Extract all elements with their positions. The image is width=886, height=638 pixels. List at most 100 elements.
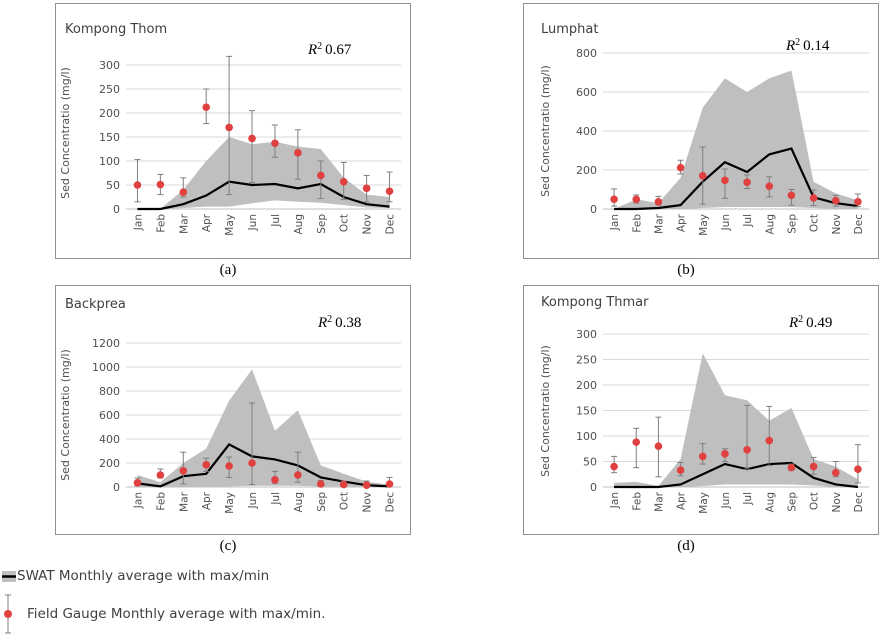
swat-average-line (614, 461, 859, 489)
panel-frame (55, 3, 411, 259)
field-average-point (385, 480, 394, 488)
field-average-point (765, 436, 774, 445)
x-tick-label: Jan (132, 492, 144, 509)
y-axis-label: Sed Concentratio (mg/l) (539, 65, 552, 197)
y-tick-label: 0 (590, 203, 597, 216)
panel-title: Kompong Thom (65, 22, 167, 37)
field-average-point (294, 471, 302, 479)
chart-panel-d: Kompong Thmar R2 0.49 0 50 100 150 200 250 300 S… (523, 285, 879, 535)
r-squared-label: R2 0.14 (785, 37, 830, 55)
y-tick-label: 300 (99, 59, 120, 72)
field-average-point (156, 180, 165, 189)
x-tick-label: Sep (316, 214, 328, 234)
field-average-point (248, 134, 256, 143)
plot-area: 0 200 400 600 800 1000 1200 Sed Concentratio (m… (59, 337, 401, 514)
x-tick-label: Jun (720, 214, 732, 231)
chart-svg-b: Lumphat R2 0.14 0 200 400 600 800 Sed Concentr… (523, 3, 879, 259)
panel-title: Lumphat (541, 22, 598, 37)
field-average-point (133, 181, 142, 189)
x-tick-label: Aug (764, 214, 776, 235)
y-tick-label: 600 (576, 86, 597, 99)
x-tick-label: Jun (720, 492, 732, 509)
x-tick-label: Aug (764, 492, 776, 513)
x-tick-label: Apr (201, 491, 213, 510)
swat-minmax-band (137, 137, 390, 209)
y-tick-label: 50 (583, 456, 597, 469)
field-average-point (743, 445, 751, 454)
field-average-point (610, 462, 618, 471)
x-tick-label: Jul (270, 214, 282, 228)
x-tick-label: May (224, 492, 236, 514)
swat-minmax-band (614, 70, 858, 209)
y-tick-label: 100 (99, 155, 120, 168)
field-average-point (225, 462, 233, 470)
y-tick-label: 200 (576, 164, 597, 177)
field-average-point (339, 177, 348, 186)
x-tick-label: Nov (362, 214, 374, 235)
x-tick-label: Jan (609, 492, 621, 509)
chart-legend: SWAT Monthly average with max/min Field … (0, 566, 400, 636)
x-tick-label: Sep (316, 492, 328, 512)
swat-average-line (137, 442, 390, 488)
chart-svg-a: Kompong Thom R2 0.67 0 50 100 150 200 250 300 Se… (55, 3, 411, 259)
r-squared-label: R2 0.49 (788, 314, 832, 332)
x-tick-label: Nov (362, 492, 374, 513)
field-average-point (271, 476, 279, 484)
chart-svg-c: Backprea R2 0.38 0 200 400 600 800 1000 1200 Sed… (55, 285, 411, 535)
y-tick-label: 250 (576, 354, 597, 367)
x-tick-label: Sep (786, 492, 798, 512)
field-average-point (721, 176, 729, 185)
y-tick-label: 150 (576, 405, 597, 418)
x-tick-label: Mar (653, 491, 665, 511)
x-tick-label: Mar (653, 213, 665, 233)
y-tick-label: 150 (99, 131, 120, 144)
y-tick-label: 200 (99, 457, 120, 470)
field-average-point (676, 163, 685, 172)
field-average-point (831, 196, 840, 205)
field-average-point (787, 463, 796, 472)
chart-panel-b: Lumphat R2 0.14 0 200 400 600 800 Sed Concentr… (523, 3, 879, 259)
field-average-point (294, 149, 302, 157)
x-tick-label: Sep (786, 214, 798, 234)
field-average-point (202, 103, 211, 112)
x-tick-label: Jun (247, 214, 259, 231)
field-average-point (854, 465, 862, 473)
x-tick-label: Oct (809, 492, 821, 510)
x-tick-label: Oct (339, 214, 351, 232)
x-tick-label: Nov (831, 214, 843, 235)
y-tick-label: 200 (576, 379, 597, 392)
field-average-point (809, 194, 818, 202)
y-tick-label: 1200 (92, 337, 120, 350)
y-tick-label: 600 (99, 409, 120, 422)
x-tick-label: Feb (631, 492, 643, 511)
y-tick-label: 800 (576, 47, 597, 60)
field-average-point (179, 467, 188, 475)
field-average-point (654, 197, 663, 206)
x-tick-label: Jun (247, 492, 259, 509)
x-tick-label: Jul (742, 214, 754, 228)
x-tick-label: Feb (155, 492, 167, 511)
plot-area: 0 50 100 150 200 250 300 Sed Concentratio (mg/l… (539, 328, 869, 514)
field-average-point (316, 480, 325, 488)
y-tick-label: 0 (590, 481, 597, 494)
x-tick-label: Feb (155, 214, 167, 233)
field-average-point (765, 182, 774, 190)
y-tick-label: 0 (113, 203, 120, 216)
plot-area: 0 200 400 600 800 Sed Concentratio (mg/l) Jan F… (539, 47, 869, 236)
x-tick-label: Dec (385, 492, 397, 513)
x-tick-label: Mar (178, 213, 190, 233)
field-average-point (676, 466, 685, 474)
legend-swat-label: SWAT Monthly average with max/min (17, 568, 270, 584)
x-tick-label: Oct (339, 492, 351, 510)
field-average-point (362, 481, 371, 489)
caption-a: (a) (219, 262, 237, 278)
field-average-point (156, 471, 165, 479)
x-tick-label: Aug (293, 214, 305, 235)
x-tick-label: Oct (809, 214, 821, 232)
field-average-point (385, 187, 394, 196)
field-average-point (248, 459, 256, 467)
field-average-point (202, 461, 211, 469)
y-tick-label: 200 (99, 107, 120, 120)
field-average-point (225, 123, 233, 132)
field-average-point (743, 178, 751, 187)
